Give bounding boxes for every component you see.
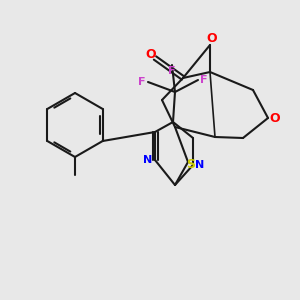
Text: S: S bbox=[187, 158, 196, 172]
Text: O: O bbox=[207, 32, 217, 44]
Text: N: N bbox=[195, 160, 205, 170]
Text: F: F bbox=[200, 75, 208, 85]
Text: O: O bbox=[146, 49, 156, 62]
Text: F: F bbox=[168, 66, 176, 76]
Text: N: N bbox=[143, 155, 153, 165]
Text: O: O bbox=[270, 112, 280, 124]
Text: F: F bbox=[138, 77, 146, 87]
